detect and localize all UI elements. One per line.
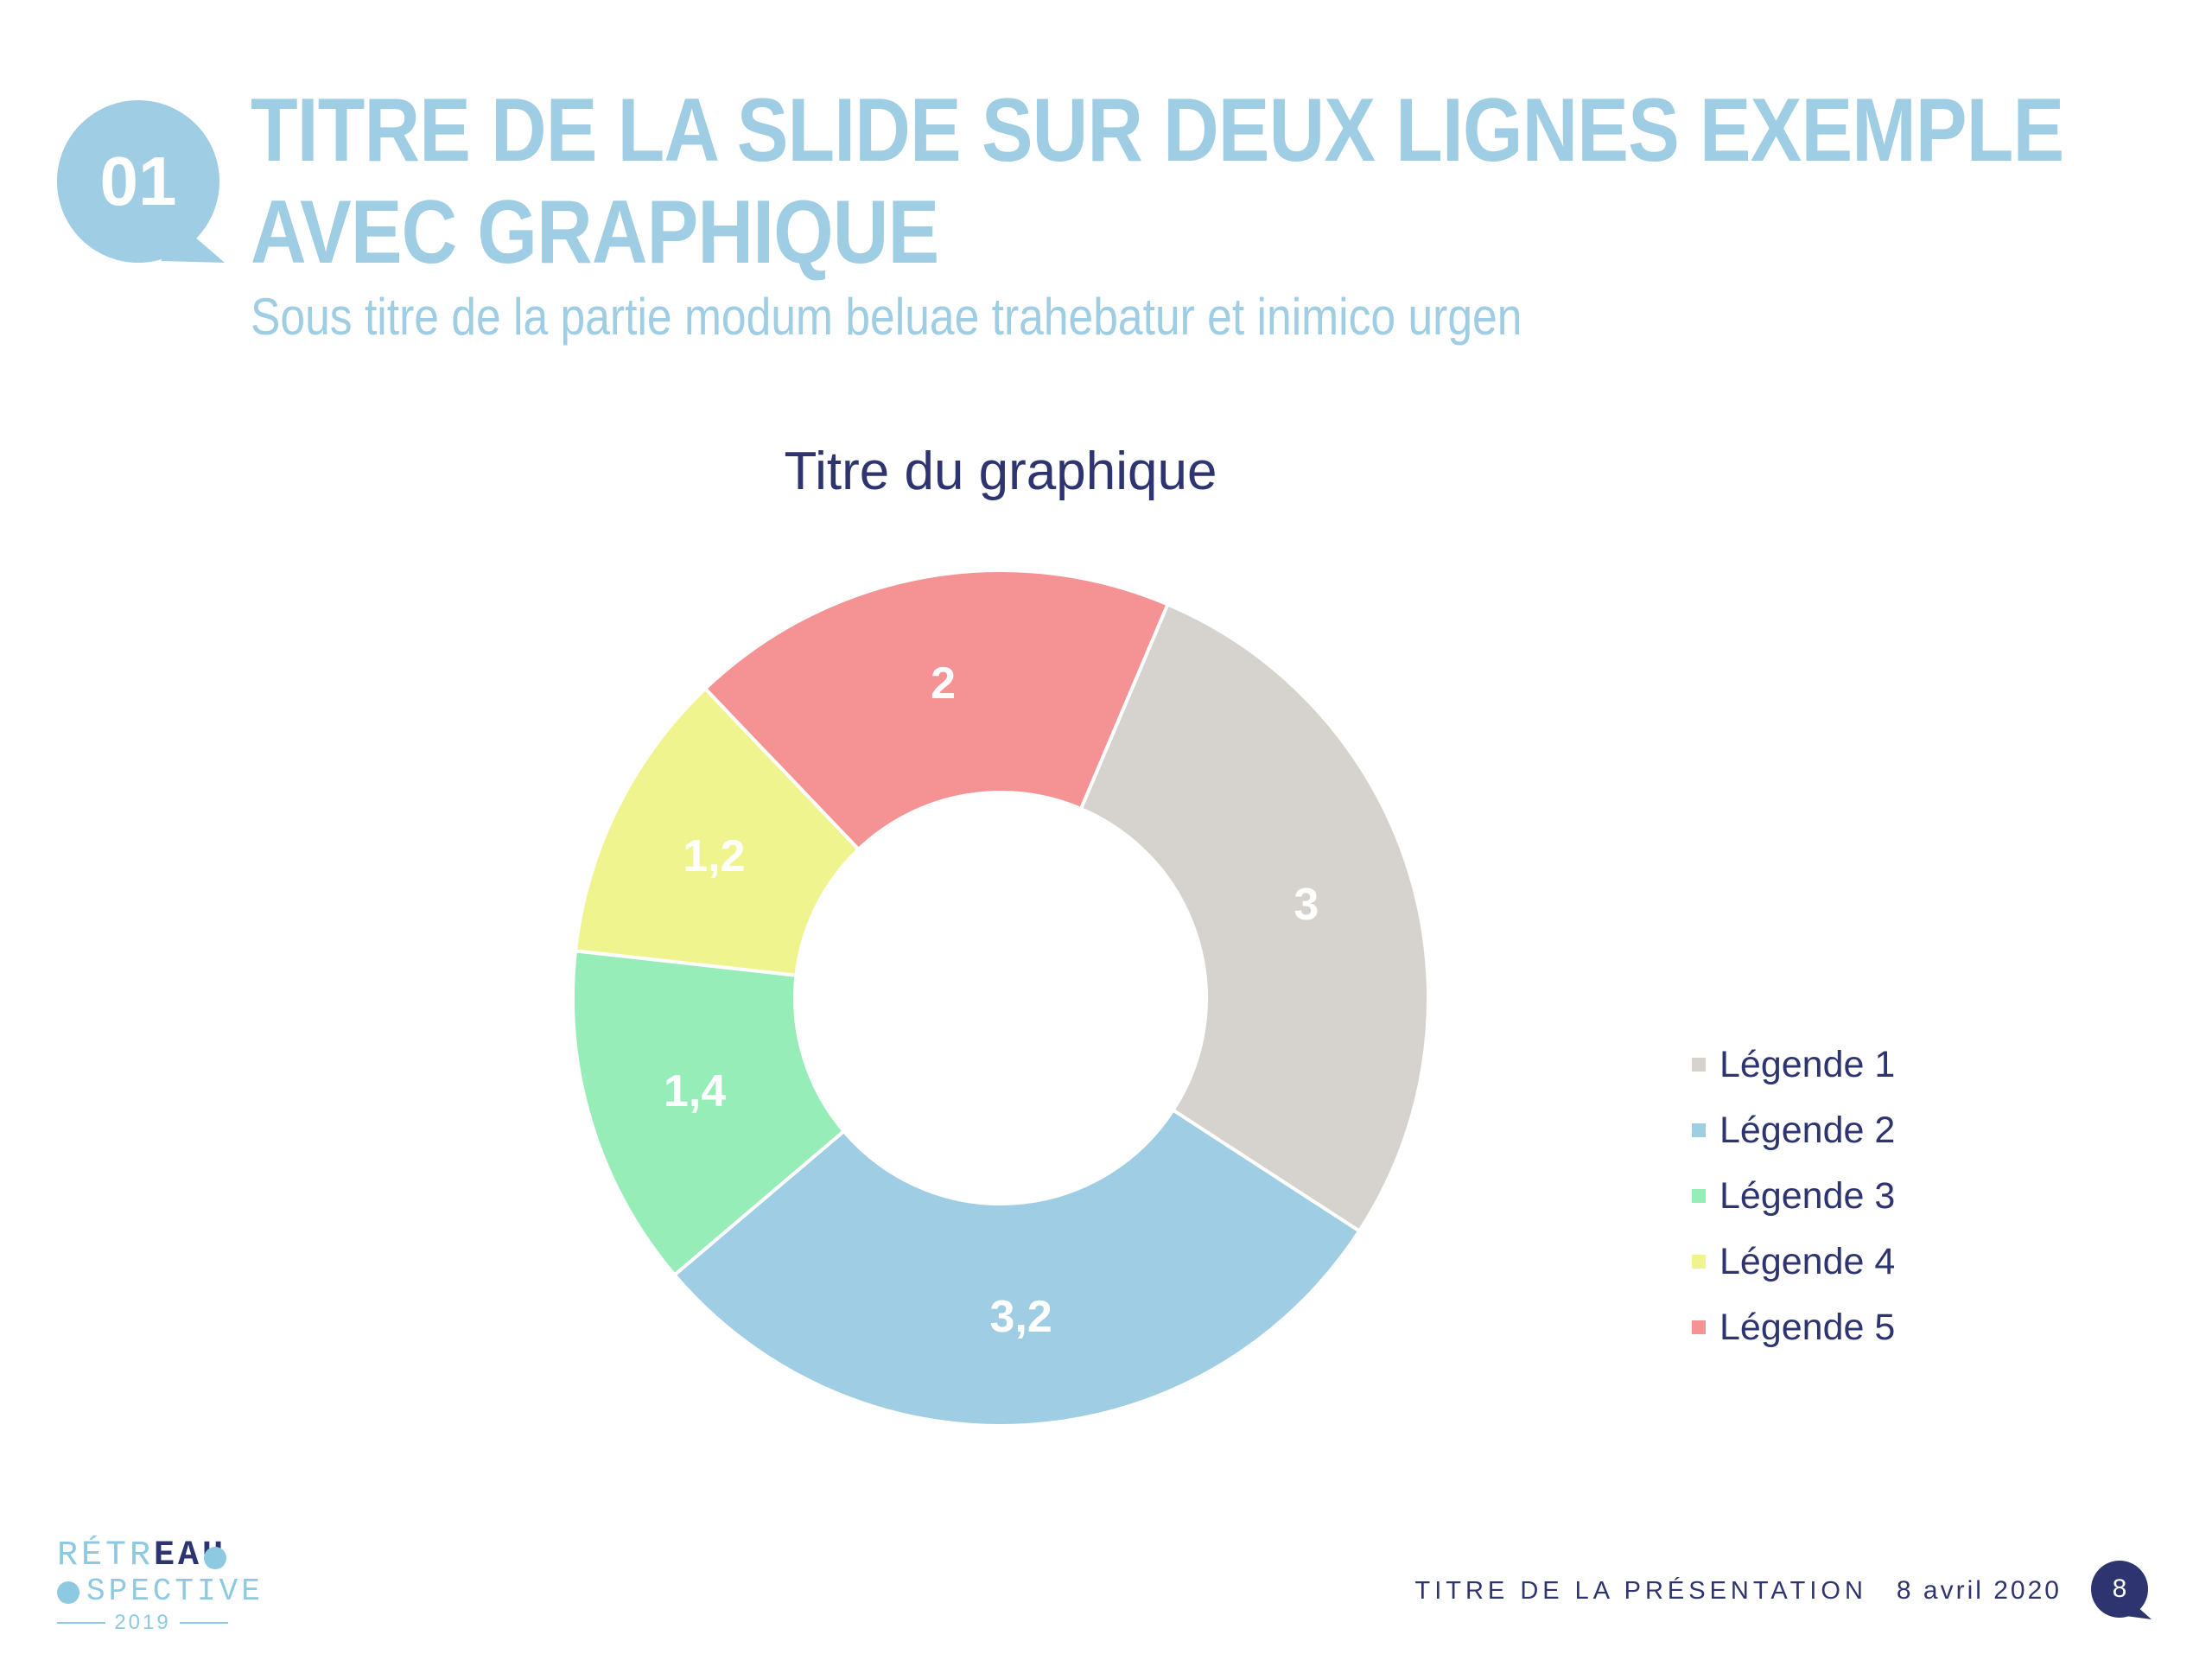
donut-slice-2 (671, 1107, 1362, 1428)
logo-m3-bubble-icon (57, 1581, 79, 1604)
legend-item-5: Légende 5 (1692, 1294, 1895, 1360)
footer-date: 8 avril 2020 (1896, 1576, 2062, 1605)
donut-slice-5 (702, 569, 1171, 852)
chart-title: Titre du graphique (784, 442, 1217, 501)
donut-data-label-1: 3 (1294, 880, 1319, 930)
donut-data-label-2: 3,2 (990, 1292, 1052, 1342)
speech-bubble-icon (57, 100, 225, 263)
legend-swatch (1692, 1123, 1706, 1137)
chart-legend: Légende 1 Légende 2 Légende 3 Légende 4 Lége… (1692, 1032, 1895, 1360)
legend-label: Légende 1 (1719, 1043, 1896, 1085)
legend-label: Légende 5 (1719, 1306, 1896, 1348)
legend-item-3: Légende 3 (1692, 1163, 1895, 1229)
legend-swatch (1692, 1058, 1706, 1072)
legend-swatch (1692, 1320, 1706, 1334)
slide-title-line-2: AVEC GRAPHIQUE (251, 182, 939, 283)
donut-slice-1 (1078, 601, 1430, 1234)
logo-wordmark-line-2: SPECTIVE (86, 1574, 264, 1609)
legend-item-2: Légende 2 (1692, 1097, 1895, 1163)
slide-title: TITRE DE LA SLIDE SUR DEUX LIGNES EXEMPL… (251, 80, 2064, 283)
donut-slice-3 (571, 949, 847, 1278)
slide-subtitle: Sous titre de la partie modum beluae tra… (251, 288, 1522, 346)
legend-label: Légende 2 (1719, 1109, 1896, 1151)
legend-label: Légende 3 (1719, 1174, 1896, 1217)
donut-slice-4 (573, 686, 861, 977)
page-number-badge: 8 (2091, 1561, 2152, 1621)
section-number: 01 (99, 143, 177, 219)
legend-swatch (1692, 1255, 1706, 1269)
logo-percent-bubble-icon (204, 1547, 226, 1569)
page-number: 8 (2112, 1574, 2127, 1603)
legend-swatch (1692, 1189, 1706, 1203)
legend-item-4: Légende 4 (1692, 1229, 1895, 1294)
footer-presentation-title: TITRE DE LA PRÉSENTATION (1414, 1576, 1867, 1605)
legend-label: Légende 4 (1719, 1240, 1896, 1282)
speech-bubble-icon (2091, 1561, 2152, 1619)
section-number-badge: 01 (57, 100, 225, 264)
slide-title-line-1: TITRE DE LA SLIDE SUR DEUX LIGNES EXEMPL… (251, 80, 2064, 181)
donut-data-label-4: 1,2 (683, 831, 745, 881)
donut-data-label-5: 2 (931, 658, 956, 709)
retreauspective-logo: RÉTREAU SPECTIVE 2019 (57, 1536, 260, 1642)
donut-data-label-3: 1,4 (664, 1066, 726, 1116)
legend-item-1: Légende 1 (1692, 1032, 1895, 1097)
logo-wordmark-line-1: RÉTREAU (57, 1536, 227, 1575)
logo-year: 2019 (57, 1611, 229, 1635)
slide-footer: TITRE DE LA PRÉSENTATION 8 avril 2020 8 (1415, 1561, 2152, 1621)
